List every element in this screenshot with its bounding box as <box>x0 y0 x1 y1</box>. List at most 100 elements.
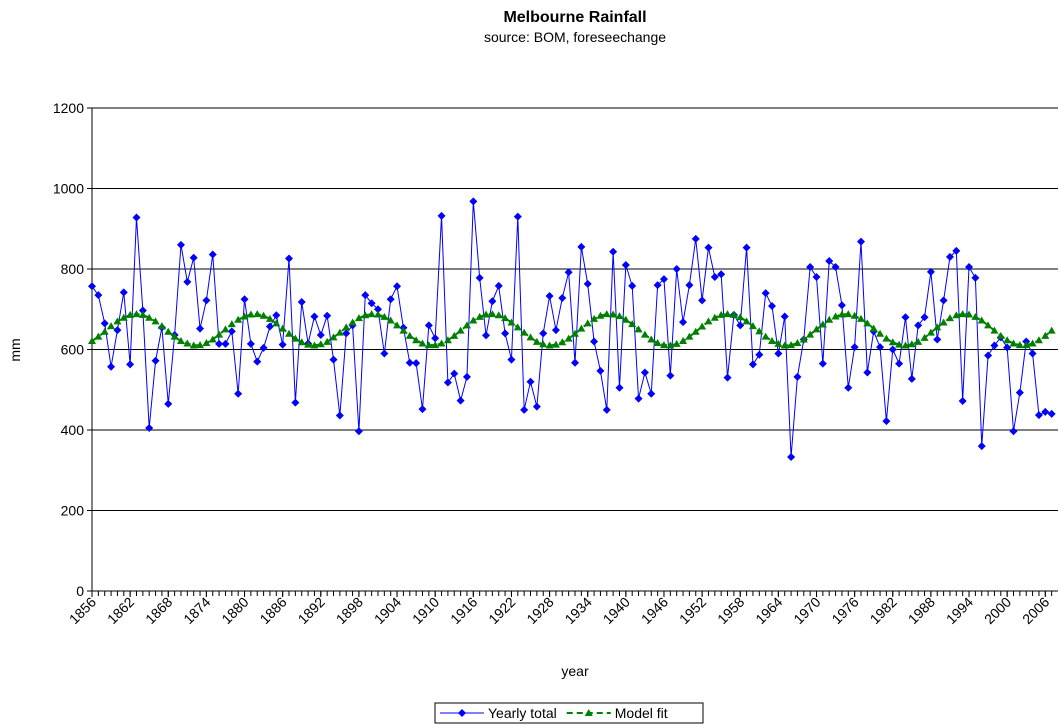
data-point <box>787 341 796 349</box>
data-point <box>259 343 268 352</box>
data-point <box>94 291 103 300</box>
data-point <box>100 319 109 328</box>
data-point <box>863 368 872 377</box>
data-point <box>107 322 116 330</box>
data-point <box>291 334 300 342</box>
data-point <box>462 321 471 329</box>
data-point <box>710 273 719 282</box>
data-point <box>602 405 611 414</box>
data-point <box>170 332 179 340</box>
data-point <box>526 333 535 341</box>
data-point <box>246 339 255 348</box>
data-point <box>837 301 846 310</box>
data-point <box>1034 336 1043 344</box>
data-point <box>450 331 459 339</box>
data-point <box>1047 409 1056 418</box>
data-point <box>895 340 904 348</box>
data-point <box>393 321 402 329</box>
x-tick-label: 1928 <box>523 594 556 627</box>
chart-title: Melbourne Rainfall <box>503 9 646 26</box>
data-point <box>679 318 688 327</box>
data-point <box>723 310 732 318</box>
data-point <box>113 326 122 335</box>
y-tick-label: 1200 <box>53 100 84 116</box>
data-point <box>164 327 173 335</box>
y-axis-label: mm <box>7 338 23 361</box>
data-point <box>863 319 872 327</box>
data-point <box>914 337 923 345</box>
x-tick-label: 1910 <box>409 594 442 627</box>
data-point <box>844 310 853 318</box>
data-point <box>939 296 948 305</box>
data-point <box>316 340 325 348</box>
data-point <box>755 327 764 335</box>
data-point <box>412 336 421 344</box>
y-tick-label: 200 <box>61 503 85 519</box>
data-point <box>609 247 618 256</box>
x-tick-label: 1982 <box>867 594 900 627</box>
data-point <box>119 313 128 321</box>
data-point <box>787 452 796 461</box>
x-tick-label: 1934 <box>561 594 594 627</box>
data-point <box>583 279 592 288</box>
x-tick-label: 1952 <box>676 594 709 627</box>
data-point <box>558 338 567 346</box>
data-point <box>856 237 865 246</box>
data-point <box>475 273 484 282</box>
data-point <box>717 310 726 318</box>
data-point <box>297 338 306 346</box>
data-point <box>507 355 516 364</box>
data-point <box>704 317 713 325</box>
data-point <box>443 336 452 344</box>
data-point <box>666 341 675 349</box>
data-point <box>615 383 624 392</box>
data-point <box>157 322 166 330</box>
y-tick-label: 800 <box>61 261 85 277</box>
data-point <box>202 296 211 305</box>
data-point <box>189 253 198 262</box>
data-point <box>456 396 465 405</box>
data-point <box>291 398 300 407</box>
data-point <box>196 324 205 333</box>
data-point <box>945 314 954 322</box>
data-point <box>933 335 942 344</box>
data-point <box>1022 341 1031 349</box>
data-point <box>920 333 929 341</box>
data-point <box>373 305 382 314</box>
y-tick-label: 1000 <box>53 181 84 197</box>
x-tick-label: 1958 <box>714 594 747 627</box>
data-point <box>1009 339 1018 347</box>
data-point <box>329 355 338 364</box>
data-point <box>456 326 465 334</box>
y-tick-label: 600 <box>61 342 85 358</box>
data-point <box>132 310 141 318</box>
data-point <box>685 281 694 290</box>
data-point <box>488 310 497 318</box>
data-point <box>138 306 147 315</box>
data-point <box>888 345 897 354</box>
data-point <box>914 321 923 330</box>
data-point <box>183 277 192 286</box>
data-point <box>119 288 128 297</box>
data-point <box>831 262 840 271</box>
data-point <box>844 383 853 392</box>
data-point <box>564 268 573 277</box>
data-point <box>532 337 541 345</box>
data-point <box>494 281 503 290</box>
data-point <box>952 246 961 255</box>
data-point <box>176 337 185 345</box>
data-point <box>837 310 846 318</box>
data-point <box>88 282 96 291</box>
data-point <box>443 378 452 387</box>
data-point <box>876 329 885 337</box>
data-point <box>996 331 1005 339</box>
data-point <box>221 339 230 348</box>
data-point <box>310 312 319 321</box>
data-point <box>316 331 325 340</box>
data-point <box>551 340 560 348</box>
data-point <box>812 325 821 333</box>
data-point <box>380 312 389 320</box>
data-point <box>151 356 160 365</box>
data-point <box>424 341 433 349</box>
data-point <box>926 267 935 276</box>
